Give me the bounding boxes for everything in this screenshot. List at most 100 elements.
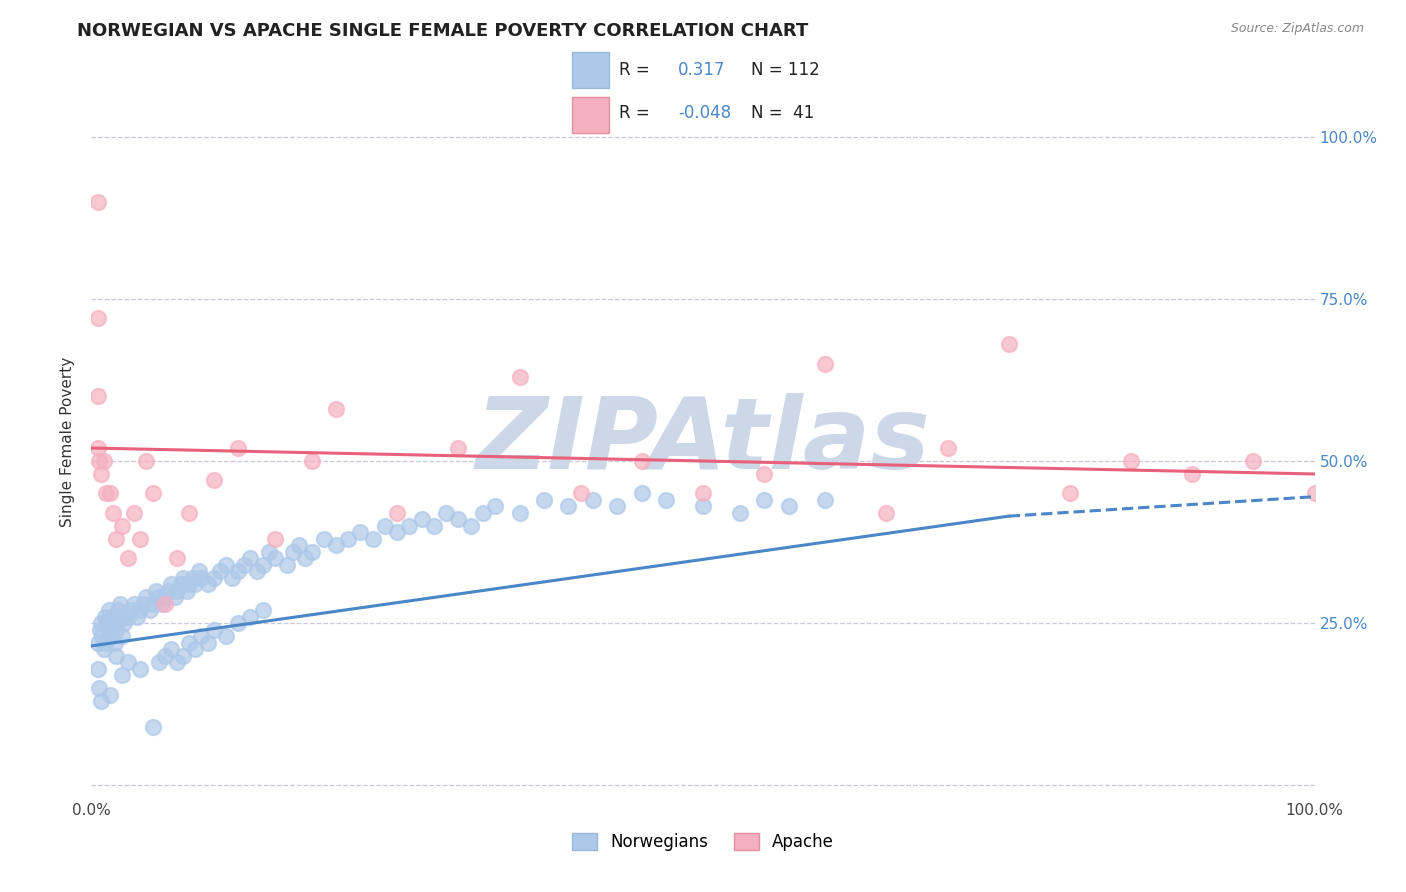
Point: [141, 486, 163, 500]
Point: [190, 629, 212, 643]
Text: N =  41: N = 41: [751, 104, 814, 122]
Point: [179, 577, 201, 591]
Text: R =: R =: [619, 104, 650, 122]
Point: [190, 571, 212, 585]
Point: [460, 519, 482, 533]
Point: [166, 655, 188, 669]
Point: [208, 564, 231, 578]
Point: [288, 538, 311, 552]
Point: [90, 694, 112, 708]
Point: [184, 642, 207, 657]
Point: [117, 551, 139, 566]
Point: [132, 597, 155, 611]
Point: [509, 506, 531, 520]
Point: [294, 551, 316, 566]
Point: [447, 512, 470, 526]
Point: [104, 532, 127, 546]
Point: [533, 492, 555, 507]
Point: [101, 616, 124, 631]
Point: [104, 648, 127, 663]
Point: [135, 591, 157, 605]
Point: [166, 551, 188, 566]
Point: [411, 512, 433, 526]
Point: [264, 532, 287, 546]
Point: [103, 506, 125, 520]
Point: [215, 558, 238, 572]
Point: [179, 635, 201, 649]
Point: [252, 558, 274, 572]
Point: [325, 402, 347, 417]
Point: [233, 558, 256, 572]
Text: 0.317: 0.317: [678, 61, 725, 78]
Point: [754, 467, 776, 481]
Point: [221, 571, 243, 585]
Point: [145, 583, 167, 598]
Point: [197, 635, 219, 649]
Point: [122, 506, 145, 520]
Point: [423, 519, 446, 533]
Point: [86, 441, 108, 455]
Point: [655, 492, 678, 507]
Point: [226, 616, 249, 631]
Point: [692, 500, 714, 514]
Point: [93, 454, 115, 468]
Point: [111, 519, 134, 533]
Point: [108, 597, 131, 611]
Point: [129, 532, 152, 546]
Point: [172, 648, 194, 663]
Point: [104, 623, 127, 637]
Point: [754, 492, 776, 507]
Point: [125, 609, 148, 624]
Point: [153, 591, 176, 605]
Point: [153, 648, 176, 663]
Point: [1243, 454, 1265, 468]
Point: [148, 591, 170, 605]
Text: R =: R =: [619, 61, 650, 78]
Point: [301, 454, 323, 468]
Point: [471, 506, 494, 520]
Point: [170, 577, 193, 591]
Point: [87, 454, 110, 468]
Point: [361, 532, 384, 546]
Point: [398, 519, 420, 533]
Point: [1059, 486, 1081, 500]
Point: [276, 558, 298, 572]
Point: [110, 609, 132, 624]
Point: [96, 616, 118, 631]
Point: [264, 551, 287, 566]
Point: [181, 571, 204, 585]
Point: [100, 629, 122, 643]
Point: [631, 486, 654, 500]
Point: [176, 583, 198, 598]
Point: [103, 609, 125, 624]
Point: [778, 500, 800, 514]
Text: ZIPAtlas: ZIPAtlas: [475, 393, 931, 490]
Point: [179, 506, 201, 520]
Point: [569, 486, 592, 500]
Point: [86, 662, 108, 676]
Point: [139, 603, 162, 617]
Point: [122, 597, 145, 611]
Point: [117, 609, 139, 624]
Point: [91, 629, 114, 643]
Point: [87, 681, 110, 695]
Point: [153, 597, 176, 611]
Point: [385, 525, 409, 540]
Text: Source: ZipAtlas.com: Source: ZipAtlas.com: [1230, 22, 1364, 36]
Point: [97, 603, 120, 617]
Point: [252, 603, 274, 617]
Point: [117, 655, 139, 669]
Point: [557, 500, 579, 514]
Point: [325, 538, 347, 552]
Text: -0.048: -0.048: [678, 104, 731, 122]
Point: [98, 623, 121, 637]
Point: [163, 591, 186, 605]
Point: [148, 655, 170, 669]
Point: [814, 492, 837, 507]
Point: [1303, 486, 1326, 500]
Point: [94, 635, 117, 649]
Point: [257, 545, 280, 559]
Point: [728, 506, 751, 520]
Point: [111, 668, 134, 682]
Legend: Norwegians, Apache: Norwegians, Apache: [565, 826, 841, 858]
